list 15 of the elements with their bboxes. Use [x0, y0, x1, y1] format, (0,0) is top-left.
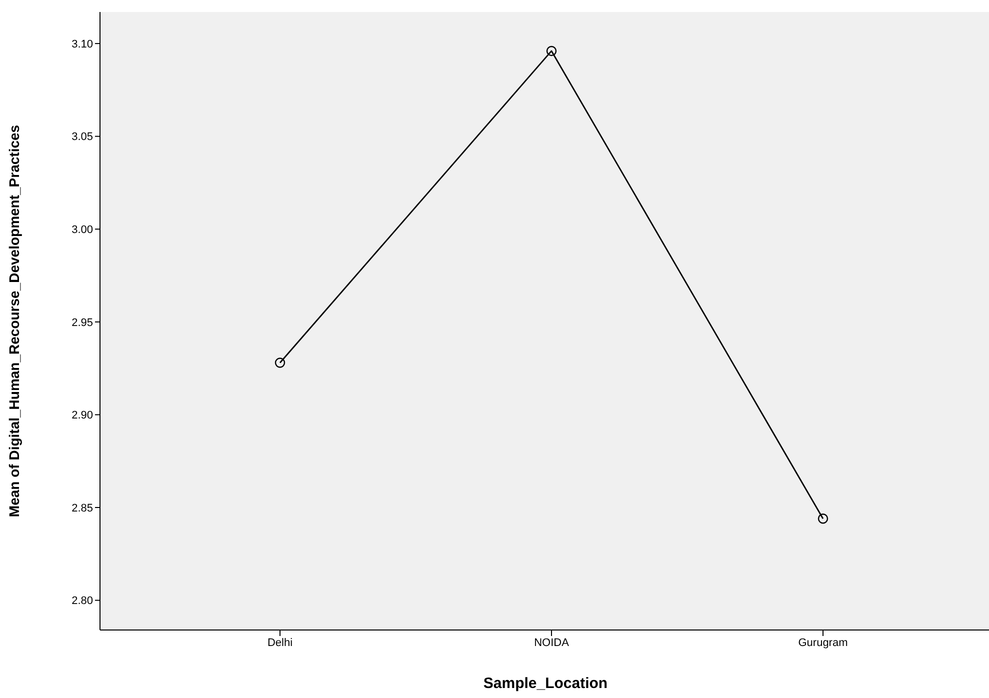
y-tick-label: 2.95 — [72, 316, 93, 329]
point — [818, 514, 828, 524]
y-tick-label: 2.85 — [72, 502, 93, 514]
y-axis-title: Mean of Digital_Human_Recourse_Development_Practices — [6, 124, 22, 518]
point — [546, 46, 557, 56]
y-tick-label: 2.90 — [72, 410, 93, 422]
point — [274, 358, 286, 368]
y-tick-label: 2.80 — [72, 595, 93, 608]
y-tick-label: 3.00 — [72, 224, 93, 236]
x-axis-title: Sample_Location — [483, 675, 608, 692]
y-tick-label: 3.10 — [72, 38, 93, 50]
y-tick-label: 3.05 — [72, 131, 93, 144]
x-tick-label: NOIDA — [534, 636, 570, 649]
x-tick-label: Gurugram — [798, 636, 848, 649]
x-tick-label: Delhi — [267, 636, 293, 649]
